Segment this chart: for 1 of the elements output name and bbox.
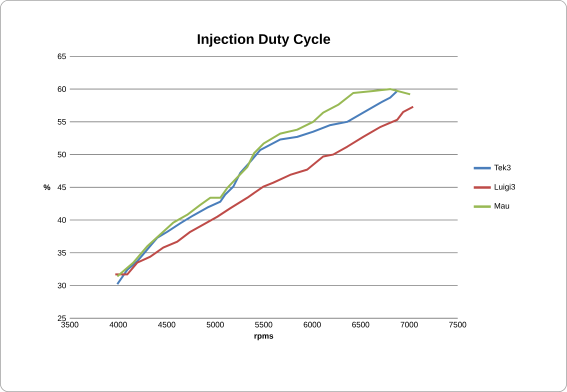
chart-title: Injection Duty Cycle bbox=[198, 34, 330, 47]
